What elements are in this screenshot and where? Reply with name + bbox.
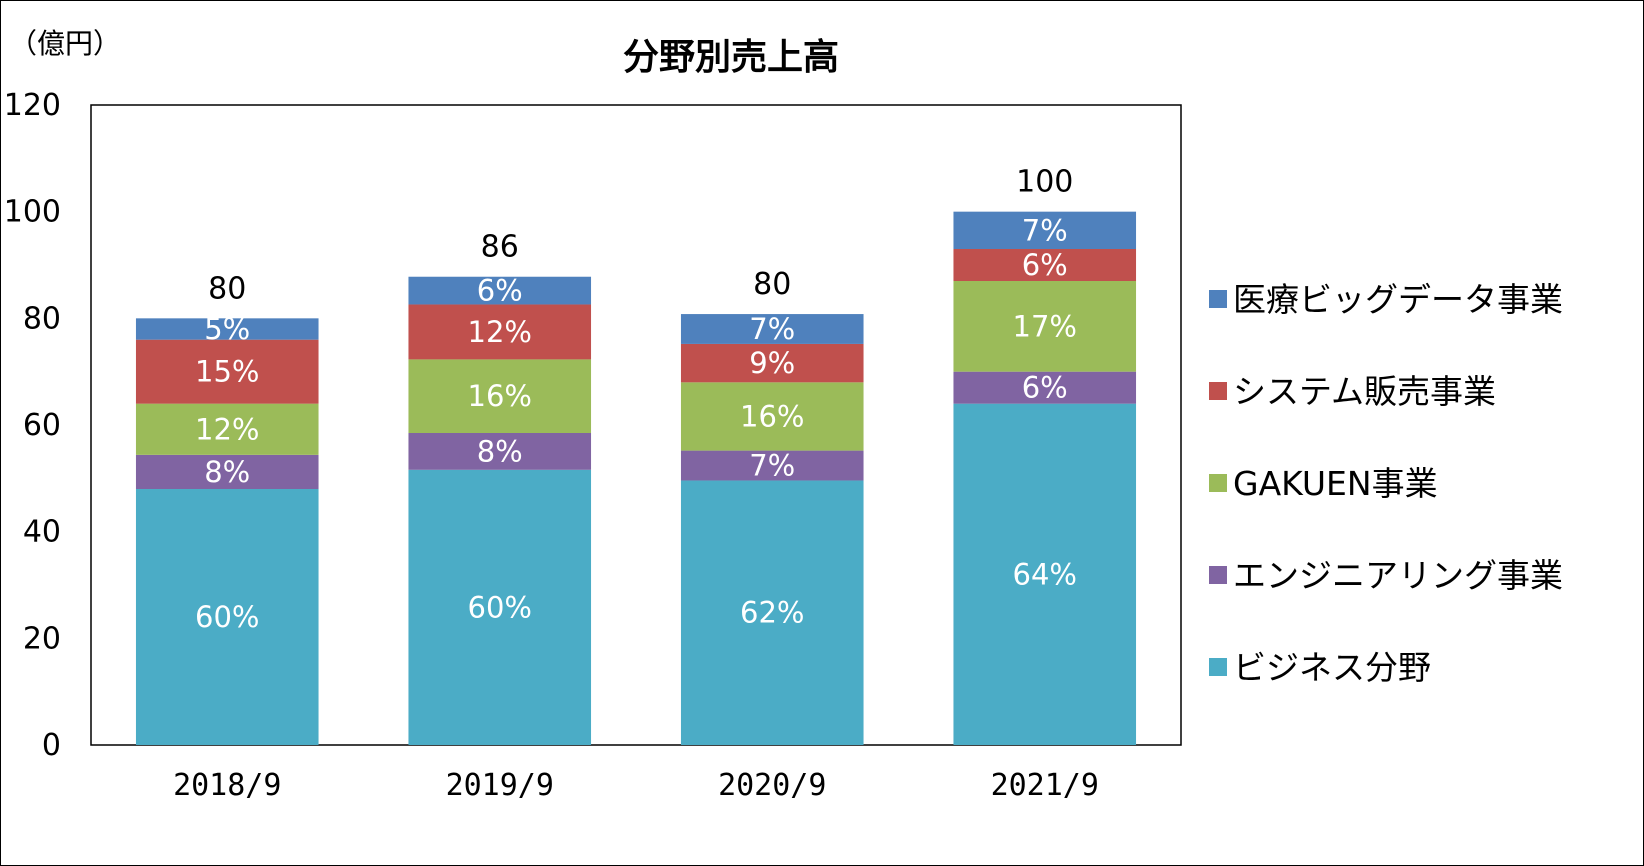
bar-segment <box>135 454 319 489</box>
bar-segment <box>953 211 1137 249</box>
legend-swatch <box>1209 290 1227 308</box>
y-tick-label: 0 <box>42 728 61 763</box>
y-tick-label: 60 <box>23 408 61 443</box>
y-tick-label: 80 <box>23 301 61 336</box>
legend-swatch <box>1209 566 1227 584</box>
bar-segment-label: 60% <box>468 590 532 624</box>
legend-label: GAKUEN事業 <box>1233 464 1438 503</box>
y-tick-label: 40 <box>23 515 61 550</box>
bar-total-label: 86 <box>481 230 519 265</box>
x-category-label: 2018/9 <box>173 768 281 803</box>
bar-total-label: 100 <box>1016 165 1073 200</box>
chart-title: 分野別売上高 <box>623 37 839 78</box>
bar-segment-label: 64% <box>1013 557 1077 591</box>
bar-segment <box>408 469 592 745</box>
bar-segment <box>680 343 864 383</box>
legend-label: エンジニアリング事業 <box>1233 556 1563 595</box>
bar-segment-label: 6% <box>1022 248 1068 282</box>
bar-segment <box>408 304 592 360</box>
bar-total-label: 80 <box>753 267 791 302</box>
bar-segment-label: 5% <box>204 312 250 346</box>
bar-segment-label: 60% <box>195 600 259 634</box>
bar-total-label: 80 <box>208 271 246 306</box>
bar-segment-label: 7% <box>749 449 795 483</box>
legend-swatch <box>1209 382 1227 400</box>
plot-area-border <box>90 104 1182 746</box>
legend-swatch <box>1209 658 1227 676</box>
bar-segment-label: 12% <box>468 315 532 349</box>
y-tick-label: 20 <box>23 621 61 656</box>
bar-segment-label: 16% <box>468 379 532 413</box>
bar-segment <box>680 450 864 481</box>
legend-swatch <box>1209 474 1227 492</box>
bar-segment <box>408 359 592 433</box>
bar-segment <box>135 339 319 404</box>
bar-segment <box>953 281 1137 372</box>
bar-segment-label: 9% <box>749 346 795 380</box>
bar-segment-label: 8% <box>477 434 523 468</box>
bar-segment <box>953 403 1137 745</box>
bar-segment <box>680 480 864 745</box>
y-tick-label: 120 <box>4 88 61 123</box>
bar-segment <box>135 489 319 745</box>
bar-segment <box>680 382 864 451</box>
bar-segment <box>953 371 1137 404</box>
bars-group: 60% 8% 12% 15% 5% 80 60% 8% 16% 12% 6% 86 62% 7% 16% 9%… <box>135 165 1137 745</box>
bar-segment-label: 7% <box>749 312 795 346</box>
x-category-label: 2020/9 <box>718 768 826 803</box>
bar-segment <box>408 276 592 305</box>
x-category-label: 2021/9 <box>991 768 1099 803</box>
bar-segment-label: 15% <box>195 355 259 389</box>
bar-segment-label: 8% <box>204 455 250 489</box>
bar-segment <box>680 314 864 344</box>
y-tick-label: 100 <box>4 195 61 230</box>
bar-segment-label: 16% <box>740 399 804 433</box>
bar-segment-label: 12% <box>195 412 259 446</box>
bar-segment <box>408 433 592 470</box>
x-category-label: 2019/9 <box>446 768 554 803</box>
bar-segment <box>135 403 319 455</box>
legend-label: 医療ビッグデータ事業 <box>1233 280 1563 319</box>
bar-segment <box>953 249 1137 281</box>
legend-label: ビジネス分野 <box>1233 648 1431 687</box>
bar-segment <box>135 318 319 340</box>
bar-segment-label: 6% <box>1022 371 1068 405</box>
axis-labels-group: 0 20 40 60 80 100 120 2018/9 2019/9 2020/9 2021/9 <box>4 88 1099 803</box>
legend-label: システム販売事業 <box>1233 372 1496 411</box>
bar-segment-label: 7% <box>1022 213 1068 247</box>
bar-segment-label: 6% <box>477 274 523 308</box>
bar-segment-label: 62% <box>740 596 804 630</box>
unit-label: （億円） <box>9 27 121 60</box>
bar-segment-label: 17% <box>1013 309 1077 343</box>
